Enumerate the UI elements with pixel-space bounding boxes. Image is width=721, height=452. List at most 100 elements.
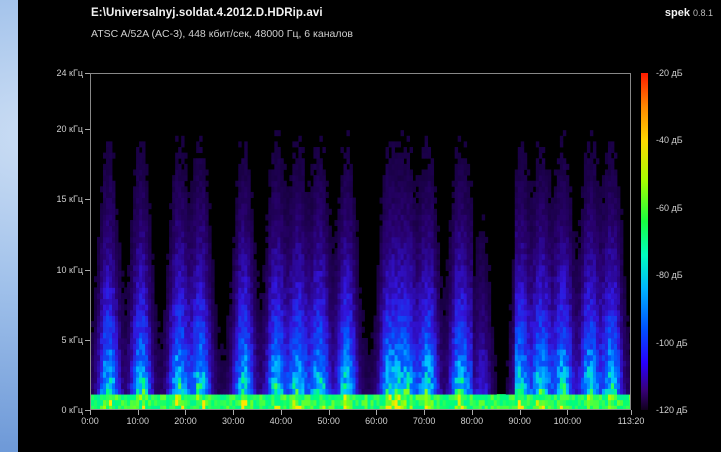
spectrogram-cell <box>94 382 98 389</box>
spectrogram-cell <box>343 304 347 311</box>
spectrogram-cell <box>166 332 170 339</box>
spectrogram-cell <box>184 191 188 198</box>
spectrogram-cell <box>235 377 239 384</box>
spectrogram-cell <box>148 225 152 232</box>
spectrogram-cell <box>418 281 423 288</box>
spectrogram-cell <box>385 304 389 311</box>
spectrogram-cell <box>172 326 176 333</box>
spectrogram-cell <box>427 287 432 294</box>
spectrogram-cell <box>355 360 359 367</box>
spectrogram-cell <box>262 371 266 378</box>
spectrogram-cell <box>268 399 272 406</box>
spectrogram-cell <box>379 253 383 260</box>
spectrogram-cell <box>514 304 519 311</box>
spectrogram-cell <box>310 371 314 378</box>
spectrogram-cell <box>280 321 284 328</box>
spectrogram-cell <box>331 382 335 389</box>
spectrogram-cell <box>196 293 200 300</box>
spectrogram-cell <box>115 242 119 249</box>
spectrogram-cell <box>97 366 101 373</box>
spectrogram-cell <box>352 236 356 243</box>
spectrogram-cell <box>181 259 185 266</box>
spectrogram-cell <box>139 242 143 249</box>
app-version: 0.8.1 <box>692 8 713 18</box>
spectrogram-cell <box>247 197 251 204</box>
spectrogram-cell <box>91 377 95 384</box>
spectrogram-cell <box>484 326 489 333</box>
spectrogram-cell <box>319 371 323 378</box>
spectrogram-cell <box>247 259 251 266</box>
spectrogram-cell <box>148 276 152 283</box>
spectrogram-cell <box>460 259 465 266</box>
spectrogram-cell <box>172 236 176 243</box>
spectrogram-cell <box>454 203 459 210</box>
spectrogram-cell <box>265 304 269 311</box>
spectrogram-cell <box>406 175 410 182</box>
spectrogram-cell <box>415 337 420 344</box>
spectrogram-cell <box>220 349 224 356</box>
spectrogram-cell <box>91 337 95 344</box>
spectrogram-cell <box>178 231 182 238</box>
spectrogram-cell <box>385 276 389 283</box>
spectrogram-cell <box>430 214 435 221</box>
spectrogram-cell <box>289 191 293 198</box>
spectrogram-cell <box>139 270 143 277</box>
spectrogram-cell <box>112 405 116 409</box>
spectrogram-cell <box>394 360 398 367</box>
spectrogram-cell <box>325 394 329 401</box>
spectrogram-cell <box>346 276 350 283</box>
spectrogram-cell <box>316 248 320 255</box>
spectrogram-cell <box>205 326 209 333</box>
spectrogram-cell <box>241 366 245 373</box>
spectrogram-cell <box>94 343 98 350</box>
spectrogram-cell <box>208 304 212 311</box>
spectrogram-cell <box>352 343 356 350</box>
spectrogram-cell <box>406 304 410 311</box>
spectrogram-cell <box>217 399 221 406</box>
spectrogram-cell <box>250 276 254 283</box>
spectrogram-cell <box>313 309 317 316</box>
spectrogram-cell <box>472 293 477 300</box>
spectrogram-cell <box>307 343 311 350</box>
spectrogram-cell <box>346 321 350 328</box>
spectrogram-cell <box>316 394 320 401</box>
spectrogram-cell <box>133 203 137 210</box>
spectrogram-cell <box>451 191 456 198</box>
spectrogram-cell <box>385 175 389 182</box>
spectrogram-cell <box>94 321 98 328</box>
spectrogram-cell <box>196 264 200 271</box>
spectrogram-cell <box>172 276 176 283</box>
spectrogram-cell <box>202 203 206 210</box>
spectrogram-cell <box>418 298 423 305</box>
spectrogram-cell <box>484 366 489 373</box>
spectrogram-cell <box>175 315 179 322</box>
spectrogram-cell <box>517 214 522 221</box>
spectrogram-cell <box>103 236 107 243</box>
spectrogram-cell <box>460 337 465 344</box>
spectrogram-cell <box>379 371 383 378</box>
spectrogram-cell <box>271 281 275 288</box>
spectrogram-cell <box>355 405 359 409</box>
spectrogram-cell <box>232 276 236 283</box>
spectrogram-cell <box>265 248 269 255</box>
spectrogram-cell <box>208 281 212 288</box>
spectrogram-cell <box>208 382 212 389</box>
spectrogram-cell <box>106 220 110 227</box>
spectrogram-cell <box>427 388 432 395</box>
spectrogram-cell <box>388 214 392 221</box>
spectrogram-cell <box>97 315 101 322</box>
spectrogram-cell <box>178 326 182 333</box>
spectrogram-cell <box>388 180 392 187</box>
spectrogram-cell <box>169 304 173 311</box>
spectrogram-cell <box>247 298 251 305</box>
spectrogram-cell <box>118 287 122 294</box>
spectrogram-cell <box>241 231 245 238</box>
spectrogram-cell <box>286 337 290 344</box>
spectrogram-cell <box>508 371 513 378</box>
spectrogram-cell <box>193 371 197 378</box>
spectrogram-cell <box>244 220 248 227</box>
spectrogram-cell <box>250 287 254 294</box>
spectrogram-cell <box>517 276 522 283</box>
spectrogram-cell <box>100 354 104 361</box>
spectrogram-cell <box>175 366 179 373</box>
